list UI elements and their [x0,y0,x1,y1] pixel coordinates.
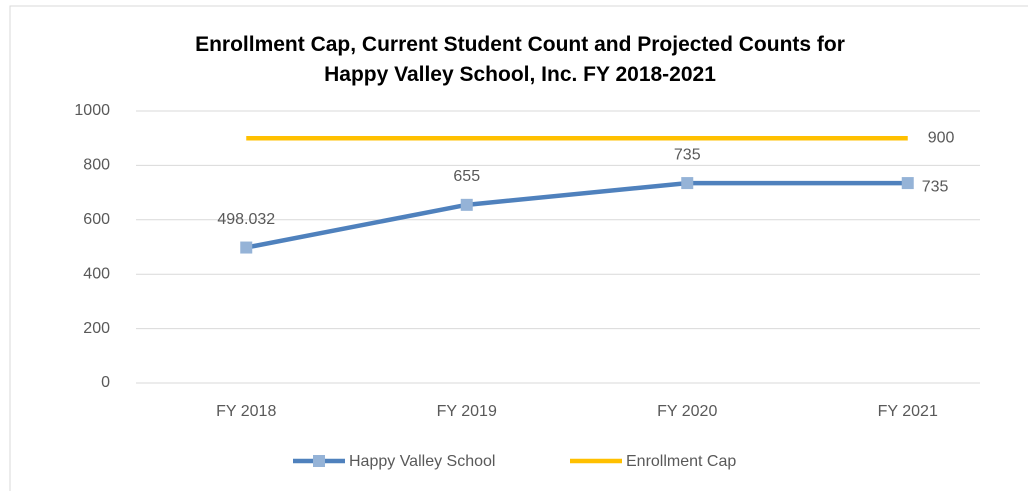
data-label: 655 [453,168,480,185]
y-tick-label: 200 [83,320,110,337]
x-tick-label: FY 2019 [437,403,497,420]
x-tick-label: FY 2018 [216,403,276,420]
chart-frame [9,5,1028,491]
series-line [245,180,908,250]
legend-label: Enrollment Cap [626,453,736,470]
marker [460,198,473,211]
y-tick-label: 0 [101,374,110,391]
x-tick-label: FY 2020 [657,403,717,420]
x-tick-label: FY 2021 [878,403,938,420]
legend-label: Happy Valley School [349,453,495,470]
legend-marker [313,455,325,467]
chart-title: Enrollment Cap, Current Student Count an… [195,33,845,86]
y-tick-label: 400 [83,265,110,282]
y-tick-label: 1000 [74,102,110,119]
y-tick-label: 800 [83,157,110,174]
marker [901,177,914,190]
data-label: 735 [674,146,701,163]
data-label: 735 [922,178,949,195]
data-label: 900 [928,129,955,146]
marker [240,241,253,254]
marker [681,177,694,190]
data-label: 498.032 [217,211,275,228]
y-tick-label: 600 [83,211,110,228]
